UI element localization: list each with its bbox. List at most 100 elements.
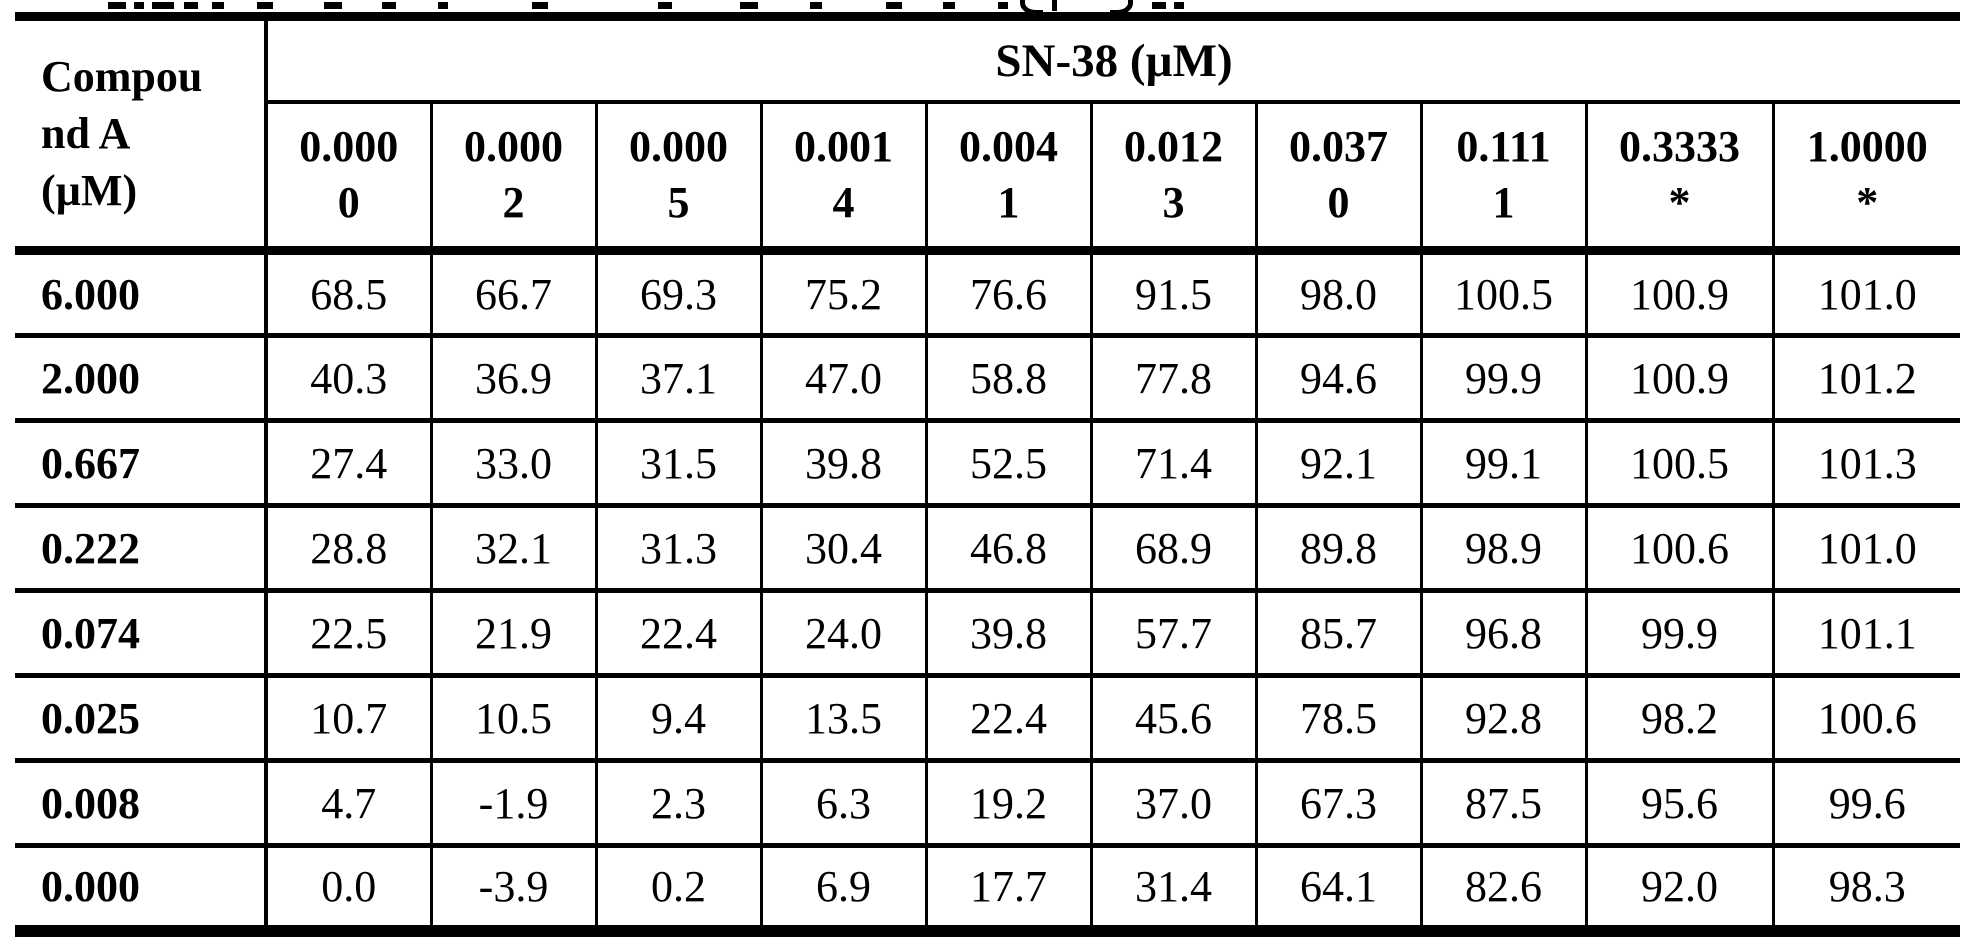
data-cell: 92.1 xyxy=(1254,418,1423,507)
data-cell: 24.0 xyxy=(759,588,928,677)
data-cell: 98.9 xyxy=(1419,503,1588,592)
combination-data-table: Compou nd A (µM) SN-38 (µM) 0.000 0 0.000 2… xyxy=(15,12,1961,937)
data-cell: 87.5 xyxy=(1419,758,1588,847)
data-cell: 82.6 xyxy=(1419,843,1588,937)
data-cell: 77.8 xyxy=(1089,333,1258,422)
data-cell: 99.9 xyxy=(1419,333,1588,422)
table-row: 0.000 0.0 -3.9 0.2 6.9 17.7 31.4 64.1 82.6 92.0 98… xyxy=(15,843,1961,937)
data-cell: 36.9 xyxy=(429,333,598,422)
data-cell: 47.0 xyxy=(759,333,928,422)
col-header: 0.001 4 xyxy=(759,100,928,255)
data-cell: 100.9 xyxy=(1584,333,1775,422)
data-cell: 100.5 xyxy=(1584,418,1775,507)
data-cell: 28.8 xyxy=(264,503,433,592)
corner-header-compound-a: Compou nd A (µM) xyxy=(15,12,268,252)
data-cell: 75.2 xyxy=(759,246,928,337)
data-cell: 101.0 xyxy=(1771,246,1961,337)
data-cell: 2.3 xyxy=(594,758,763,847)
data-cell: -1.9 xyxy=(429,758,598,847)
col-header: 0.000 2 xyxy=(429,100,598,255)
span-header-sn38: SN-38 (µM) xyxy=(264,12,1961,104)
data-cell: 52.5 xyxy=(924,418,1093,507)
data-cell: 92.0 xyxy=(1584,843,1775,937)
table-row: 6.000 68.5 66.7 69.3 75.2 76.6 91.5 98.0 100.5 10… xyxy=(15,246,1961,337)
col-header: 0.3333 * xyxy=(1584,100,1775,255)
data-cell: 17.7 xyxy=(924,843,1093,937)
data-cell: 69.3 xyxy=(594,246,763,337)
data-cell: 21.9 xyxy=(429,588,598,677)
data-cell: 67.3 xyxy=(1254,758,1423,847)
data-cell: 101.3 xyxy=(1771,418,1961,507)
data-cell: 31.5 xyxy=(594,418,763,507)
data-cell: 98.0 xyxy=(1254,246,1423,337)
table-row: 0.222 28.8 32.1 31.3 30.4 46.8 68.9 89.8 98.9 100… xyxy=(15,503,1961,592)
data-cell: 0.2 xyxy=(594,843,763,937)
data-cell: 101.0 xyxy=(1771,503,1961,592)
data-cell: 92.8 xyxy=(1419,673,1588,762)
data-cell: 99.6 xyxy=(1771,758,1961,847)
data-cell: 6.3 xyxy=(759,758,928,847)
data-cell: 33.0 xyxy=(429,418,598,507)
data-cell: 85.7 xyxy=(1254,588,1423,677)
data-cell: 76.6 xyxy=(924,246,1093,337)
data-cell: 101.2 xyxy=(1771,333,1961,422)
clipped-title-fragments xyxy=(0,0,1974,15)
col-header: 1.0000 * xyxy=(1771,100,1961,255)
data-cell: 101.1 xyxy=(1771,588,1961,677)
col-header: 0.004 1 xyxy=(924,100,1093,255)
data-cell: 31.4 xyxy=(1089,843,1258,937)
data-cell: 91.5 xyxy=(1089,246,1258,337)
data-cell: 99.1 xyxy=(1419,418,1588,507)
data-cell: 4.7 xyxy=(264,758,433,847)
data-cell: -3.9 xyxy=(429,843,598,937)
data-cell: 78.5 xyxy=(1254,673,1423,762)
data-cell: 98.2 xyxy=(1584,673,1775,762)
data-cell: 10.7 xyxy=(264,673,433,762)
row-label: 0.074 xyxy=(15,588,268,677)
corner-header-line: Compou xyxy=(41,51,203,101)
col-header: 0.111 1 xyxy=(1419,100,1588,255)
row-label: 0.222 xyxy=(15,503,268,592)
data-cell: 39.8 xyxy=(924,588,1093,677)
table-row: 0.008 4.7 -1.9 2.3 6.3 19.2 37.0 67.3 87.5 95.6 99… xyxy=(15,758,1961,847)
data-cell: 22.4 xyxy=(924,673,1093,762)
row-label: 0.000 xyxy=(15,843,268,937)
table-row: 2.000 40.3 36.9 37.1 47.0 58.8 77.8 94.6 99.9 100… xyxy=(15,333,1961,422)
data-cell: 100.6 xyxy=(1771,673,1961,762)
data-cell: 89.8 xyxy=(1254,503,1423,592)
data-cell: 0.0 xyxy=(264,843,433,937)
table-row: 0.667 27.4 33.0 31.5 39.8 52.5 71.4 92.1 99.1 100… xyxy=(15,418,1961,507)
row-label: 2.000 xyxy=(15,333,268,422)
data-cell: 39.8 xyxy=(759,418,928,507)
data-cell: 37.0 xyxy=(1089,758,1258,847)
col-header: 0.037 0 xyxy=(1254,100,1423,255)
col-header: 0.012 3 xyxy=(1089,100,1258,255)
data-cell: 6.9 xyxy=(759,843,928,937)
corner-header-line: nd A xyxy=(41,108,131,158)
row-label: 6.000 xyxy=(15,246,268,337)
data-cell: 40.3 xyxy=(264,333,433,422)
data-cell: 58.8 xyxy=(924,333,1093,422)
data-cell: 99.9 xyxy=(1584,588,1775,677)
data-cell: 100.9 xyxy=(1584,246,1775,337)
data-cell: 46.8 xyxy=(924,503,1093,592)
data-cell: 30.4 xyxy=(759,503,928,592)
row-label: 0.667 xyxy=(15,418,268,507)
data-cell: 22.5 xyxy=(264,588,433,677)
data-cell: 22.4 xyxy=(594,588,763,677)
table-row: 0.074 22.5 21.9 22.4 24.0 39.8 57.7 85.7 96.8 99.… xyxy=(15,588,1961,677)
data-cell: 68.9 xyxy=(1089,503,1258,592)
data-cell: 64.1 xyxy=(1254,843,1423,937)
data-cell: 37.1 xyxy=(594,333,763,422)
data-cell: 68.5 xyxy=(264,246,433,337)
data-cell: 45.6 xyxy=(1089,673,1258,762)
col-header: 0.000 0 xyxy=(266,100,433,255)
data-cell: 98.3 xyxy=(1771,843,1961,937)
data-cell: 19.2 xyxy=(924,758,1093,847)
data-cell: 96.8 xyxy=(1419,588,1588,677)
row-label: 0.025 xyxy=(15,673,268,762)
data-cell: 10.5 xyxy=(429,673,598,762)
data-cell: 100.5 xyxy=(1419,246,1588,337)
data-cell: 100.6 xyxy=(1584,503,1775,592)
corner-header-line: (µM) xyxy=(41,166,138,216)
